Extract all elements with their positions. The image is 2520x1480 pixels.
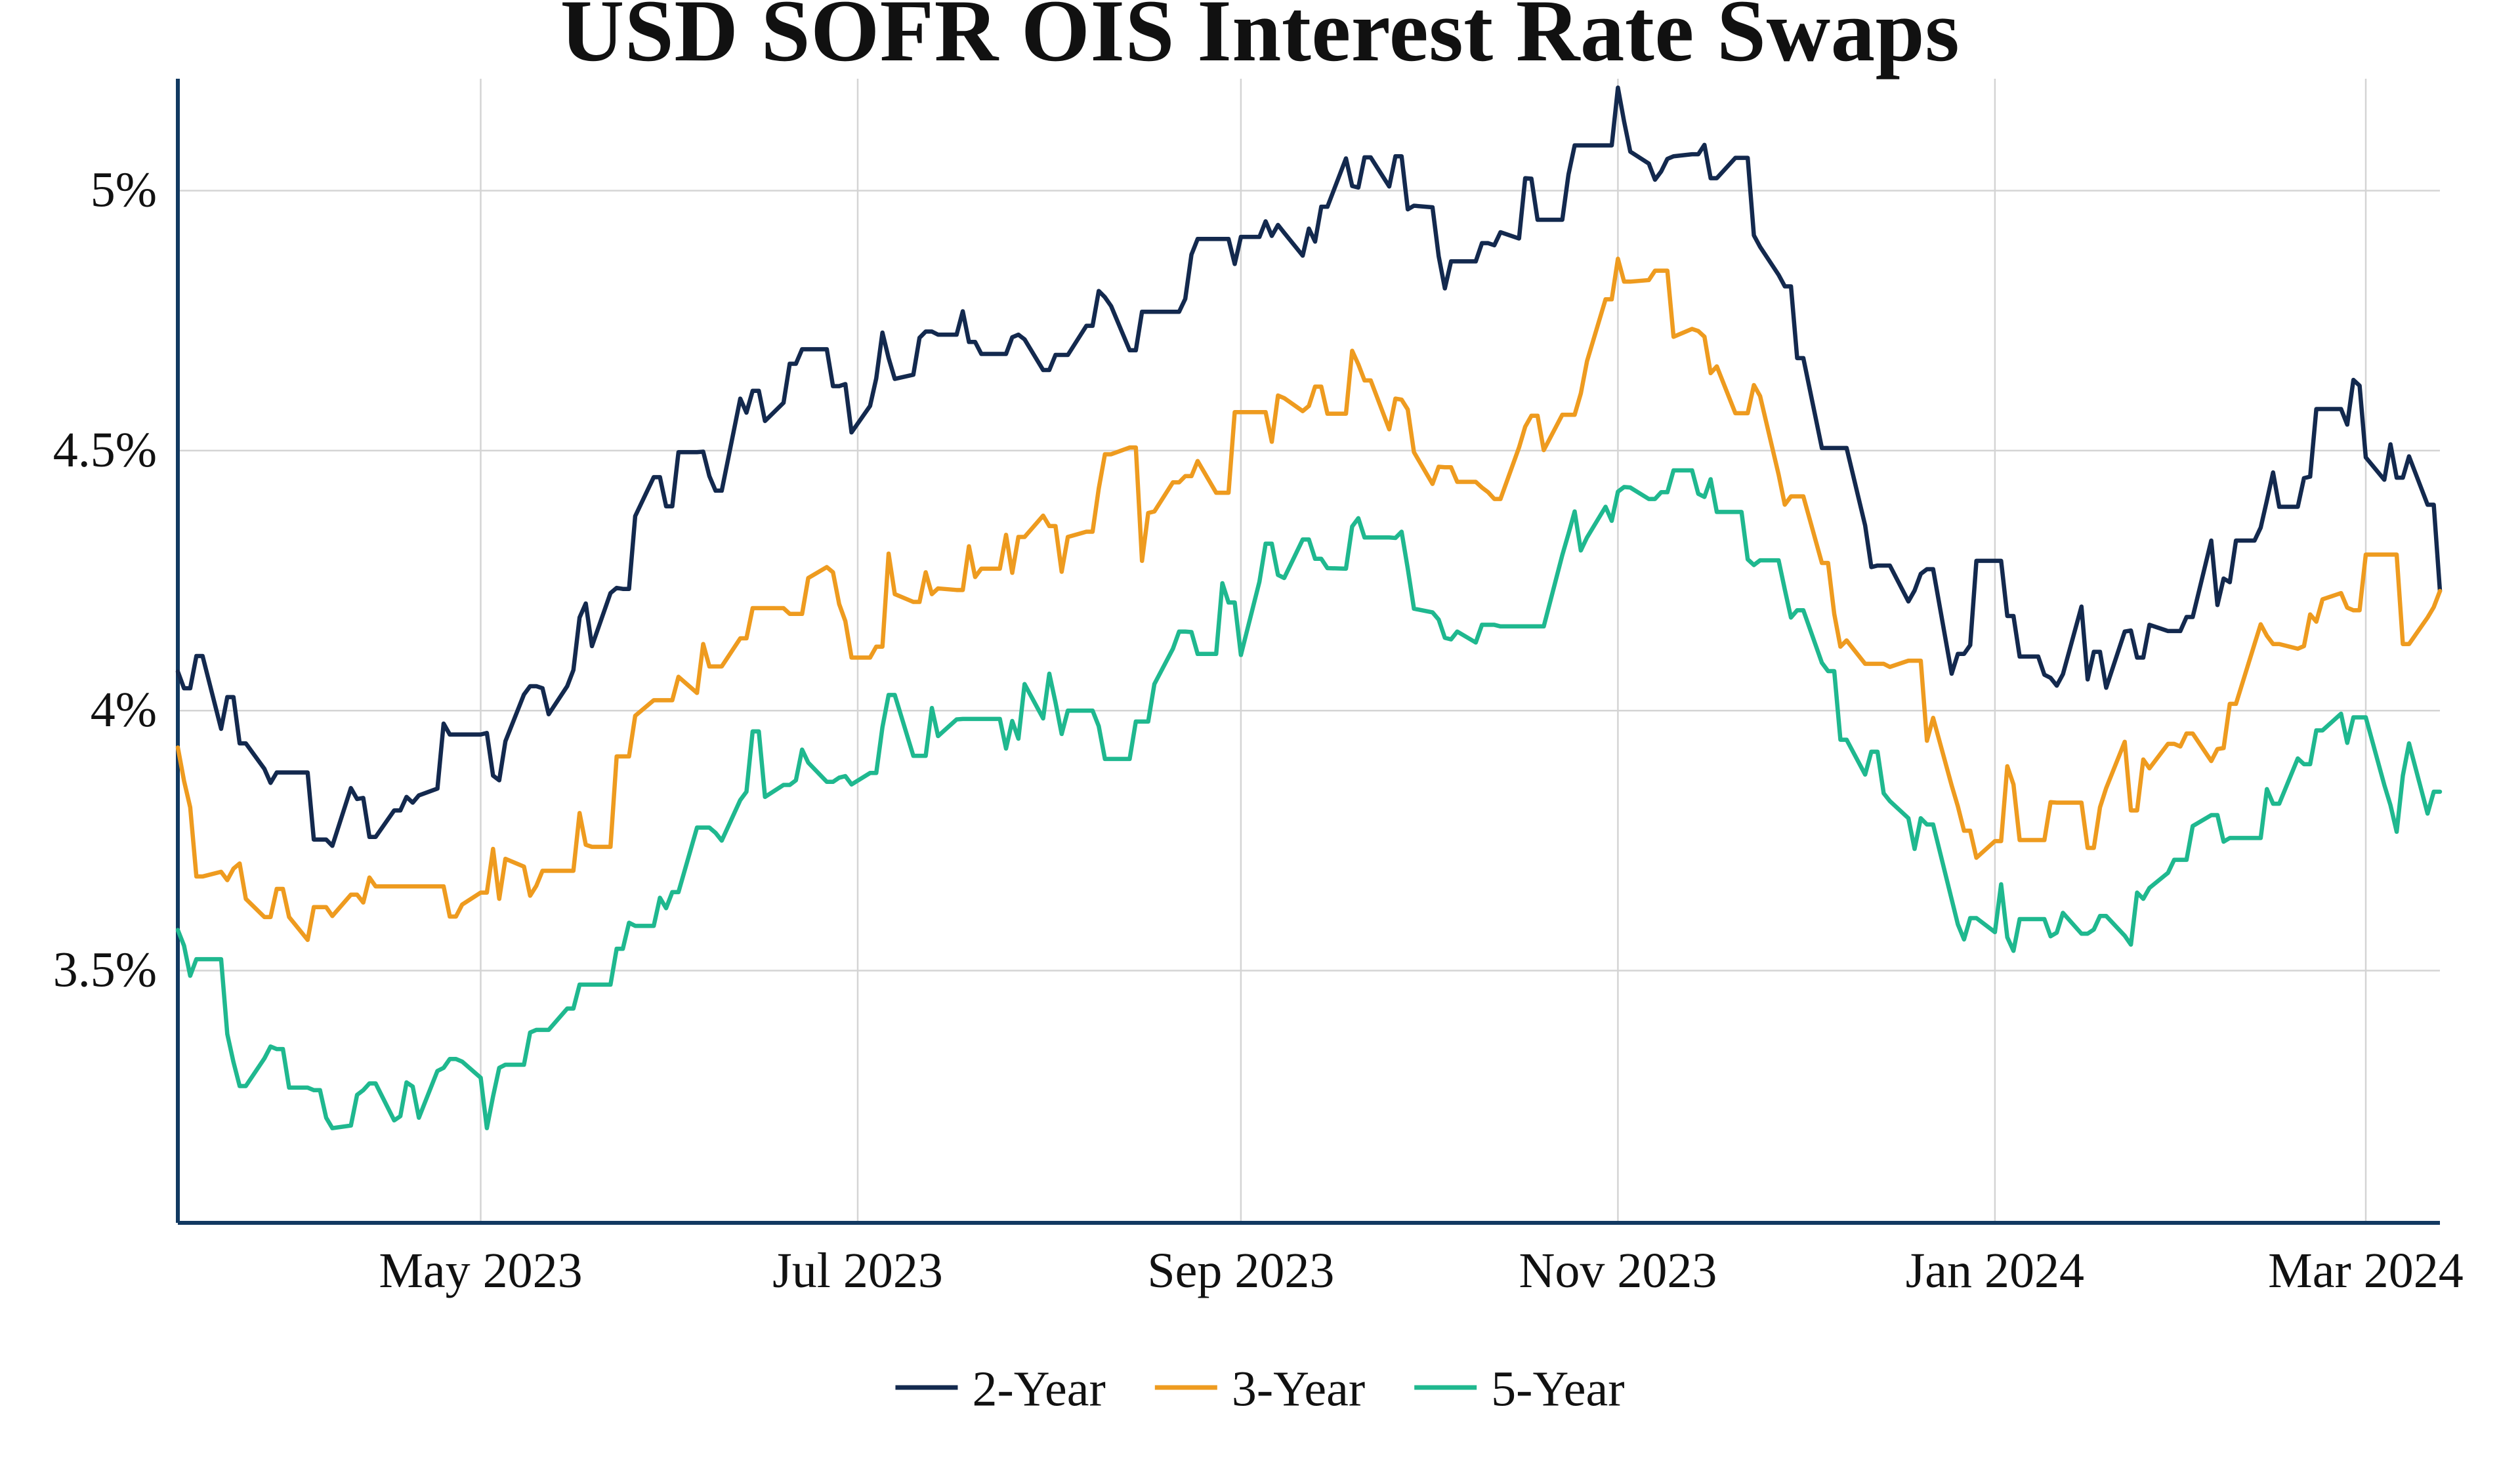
svg-text:3.5%: 3.5% — [53, 943, 157, 998]
svg-text:Jan 2024: Jan 2024 — [1906, 1243, 2084, 1298]
svg-text:Jul 2023: Jul 2023 — [772, 1243, 943, 1298]
svg-text:4%: 4% — [91, 682, 157, 737]
svg-text:5%: 5% — [91, 163, 157, 218]
svg-text:Mar 2024: Mar 2024 — [2268, 1243, 2464, 1298]
svg-text:3-Year: 3-Year — [1232, 1361, 1365, 1416]
svg-text:Sep 2023: Sep 2023 — [1147, 1243, 1334, 1298]
svg-text:5-Year: 5-Year — [1491, 1361, 1624, 1416]
svg-text:Nov 2023: Nov 2023 — [1519, 1243, 1717, 1298]
svg-text:May 2023: May 2023 — [379, 1243, 582, 1298]
svg-text:2-Year: 2-Year — [972, 1361, 1105, 1416]
svg-text:4.5%: 4.5% — [53, 422, 157, 478]
